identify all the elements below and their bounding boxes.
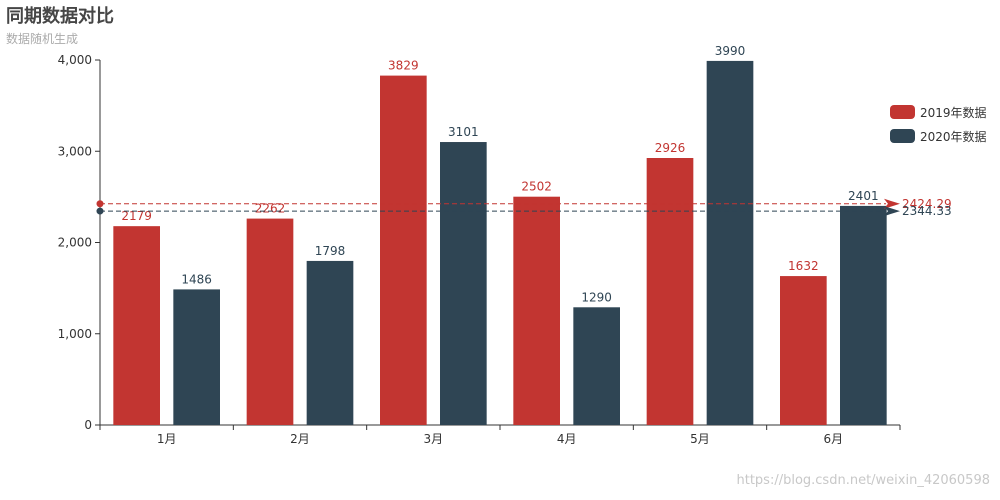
y-tick-label: 0 xyxy=(84,418,92,432)
average-line-start-marker xyxy=(96,200,104,208)
average-line-start-marker xyxy=(96,207,104,215)
bar-value-label: 3101 xyxy=(448,125,479,139)
legend-label-2019: 2019年数据 xyxy=(920,105,987,120)
bar xyxy=(646,158,694,425)
legend-label-2020: 2020年数据 xyxy=(920,129,987,144)
bar-value-label: 3829 xyxy=(388,59,419,73)
bar-value-label: 2401 xyxy=(848,189,879,203)
bar-value-label: 2926 xyxy=(655,141,686,155)
y-tick-label: 4,000 xyxy=(58,53,92,67)
average-line-label: 2424.29 xyxy=(902,197,952,211)
bar xyxy=(380,75,427,425)
bar xyxy=(246,218,294,425)
legend-swatch-2020 xyxy=(890,129,915,143)
bar-value-label: 1632 xyxy=(788,259,819,273)
x-tick-label: 6月 xyxy=(824,432,844,446)
watermark: https://blog.csdn.net/weixin_42060598 xyxy=(736,473,990,488)
x-tick-label: 4月 xyxy=(557,432,577,446)
legend-swatch-2019 xyxy=(890,105,915,119)
bar xyxy=(706,60,754,425)
chart-title: 同期数据对比 xyxy=(6,6,114,27)
bar-value-label: 2502 xyxy=(521,180,552,194)
bar-value-label: 1486 xyxy=(181,272,212,286)
bar-value-label: 2262 xyxy=(255,202,286,216)
x-tick-label: 1月 xyxy=(157,432,177,446)
average-line-arrow xyxy=(884,206,900,217)
bar-value-label: 3990 xyxy=(715,44,746,58)
bar xyxy=(513,196,560,425)
y-tick-label: 2,000 xyxy=(58,236,92,250)
bar xyxy=(780,276,827,425)
x-tick-label: 3月 xyxy=(424,432,444,446)
bar xyxy=(113,226,160,425)
legend-item-2019[interactable]: 2019年数据 xyxy=(890,100,987,124)
bar xyxy=(306,260,354,425)
bar xyxy=(440,142,487,425)
bar xyxy=(173,289,220,425)
legend: 2019年数据 2020年数据 xyxy=(890,100,987,148)
bar-value-label: 1290 xyxy=(581,290,612,304)
x-tick-label: 5月 xyxy=(690,432,710,446)
y-tick-label: 1,000 xyxy=(58,327,92,341)
y-tick-label: 3,000 xyxy=(58,144,92,158)
average-line-label: 2344.33 xyxy=(902,204,952,218)
legend-item-2020[interactable]: 2020年数据 xyxy=(890,124,987,148)
bar-value-label: 2179 xyxy=(121,209,152,223)
average-line-arrow xyxy=(884,198,900,209)
bar xyxy=(573,307,620,425)
bar-value-label: 1798 xyxy=(315,244,346,258)
x-tick-label: 2月 xyxy=(290,432,310,446)
chart-subtitle: 数据随机生成 xyxy=(6,32,79,46)
bar xyxy=(840,205,887,425)
